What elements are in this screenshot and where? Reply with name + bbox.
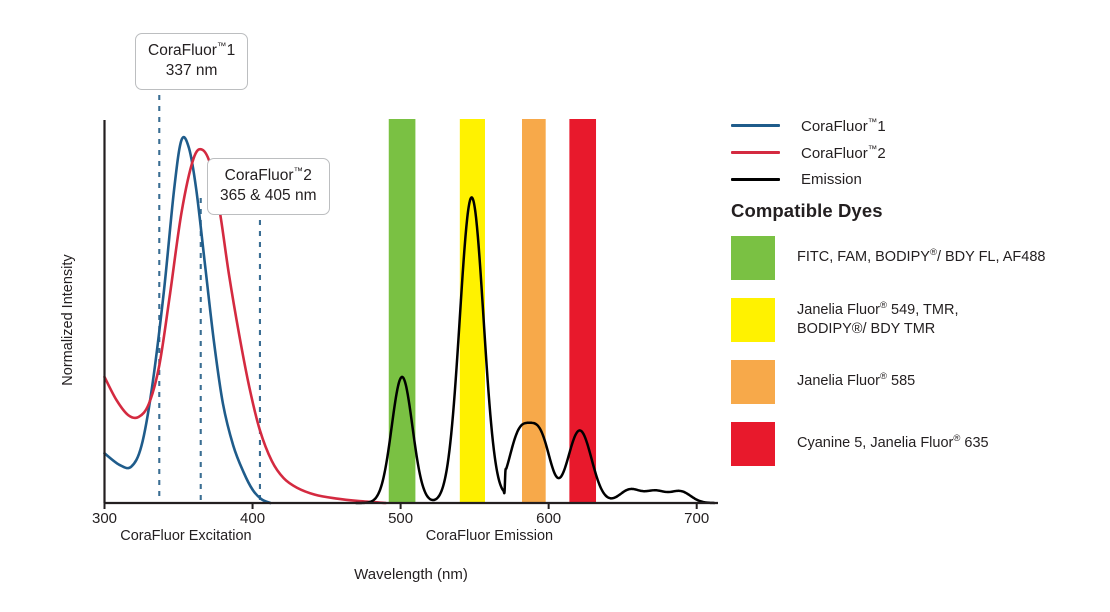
callout-cf1-value: 337 nm — [165, 61, 218, 79]
series-legend: CoraFluor™1 CoraFluor™2 Emission — [731, 112, 886, 193]
dye-color-swatch — [731, 298, 775, 342]
dye-row-3[interactable]: Cyanine 5, Janelia Fluor® 635 — [731, 422, 1101, 466]
dye-row-0[interactable]: FITC, FAM, BODIPY®/ BDY FL, AF488 — [731, 236, 1101, 280]
excitation-marker-lines — [158, 95, 262, 503]
x-axis-tick-label-400: 400 — [240, 510, 266, 527]
curve-corafluor-1 — [103, 135, 272, 505]
dye-label: Janelia Fluor® 549, TMR, BODIPY®/ BDY TMR — [797, 298, 958, 340]
dye-row-1[interactable]: Janelia Fluor® 549, TMR, BODIPY®/ BDY TMR — [731, 298, 1101, 342]
dye-label-line2: BODIPY®/ BDY TMR — [797, 321, 936, 338]
dye-label-line1: FITC, FAM, BODIPY®/ BDY FL, AF488 — [797, 247, 1046, 265]
x-axis-tick-label-300: 300 — [91, 510, 118, 527]
dye-label: Cyanine 5, Janelia Fluor® 635 — [797, 422, 989, 453]
dye-label: Janelia Fluor® 585 — [797, 360, 915, 391]
dye-color-swatch — [731, 360, 775, 404]
dye-label-line1: Janelia Fluor® 549, TMR, — [797, 300, 959, 318]
dye-row-2[interactable]: Janelia Fluor® 585 — [731, 360, 1101, 404]
callout-corafluor-1: CoraFluor™1 337 nm — [135, 33, 249, 90]
orange-band — [522, 119, 546, 503]
compatible-dyes-list: FITC, FAM, BODIPY®/ BDY FL, AF488 Janelia… — [731, 236, 1101, 484]
legend-line-swatch — [731, 124, 780, 127]
green-band — [388, 119, 416, 503]
dye-color-swatch — [731, 422, 775, 466]
x-axis-group-label-emission: CoraFluor Emission — [425, 528, 554, 544]
legend-row-0[interactable]: CoraFluor™1 — [731, 112, 886, 139]
legend-label: CoraFluor™1 — [801, 116, 886, 135]
x-axis-tick-label-700: 700 — [684, 510, 710, 527]
dye-label-line1: Janelia Fluor® 585 — [797, 371, 916, 389]
dye-color-swatch — [731, 236, 775, 280]
dye-label: FITC, FAM, BODIPY®/ BDY FL, AF488 — [797, 236, 1045, 267]
x-axis-ticks — [103, 503, 698, 509]
dye-label-line1: Cyanine 5, Janelia Fluor® 635 — [797, 433, 989, 451]
callout-cf2-title: CoraFluor™2 — [224, 166, 312, 185]
x-axis-group-label-excitation: CoraFluor Excitation — [120, 528, 252, 544]
legend-line-swatch — [731, 178, 780, 181]
callout-cf2-value: 365 & 405 nm — [220, 186, 317, 204]
legend-label: CoraFluor™2 — [801, 143, 886, 162]
legend-label: Emission — [801, 171, 862, 188]
y-axis-title: Normalized Intensity — [60, 254, 76, 386]
callout-corafluor-2: CoraFluor™2 365 & 405 nm — [207, 158, 330, 215]
x-axis-tick-label-500: 500 — [388, 510, 414, 527]
legend-line-swatch — [731, 151, 780, 154]
legend-row-2[interactable]: Emission — [731, 166, 886, 193]
red-band — [569, 119, 597, 503]
legend-row-1[interactable]: CoraFluor™2 — [731, 139, 886, 166]
callout-cf1-title: CoraFluor™1 — [148, 41, 236, 60]
compatible-dyes-title: Compatible Dyes — [731, 200, 883, 221]
curve-emission — [354, 196, 716, 505]
yellow-band — [459, 119, 485, 503]
x-axis-tick-label-600: 600 — [536, 510, 562, 527]
x-axis-title: Wavelength (nm) — [354, 566, 468, 583]
